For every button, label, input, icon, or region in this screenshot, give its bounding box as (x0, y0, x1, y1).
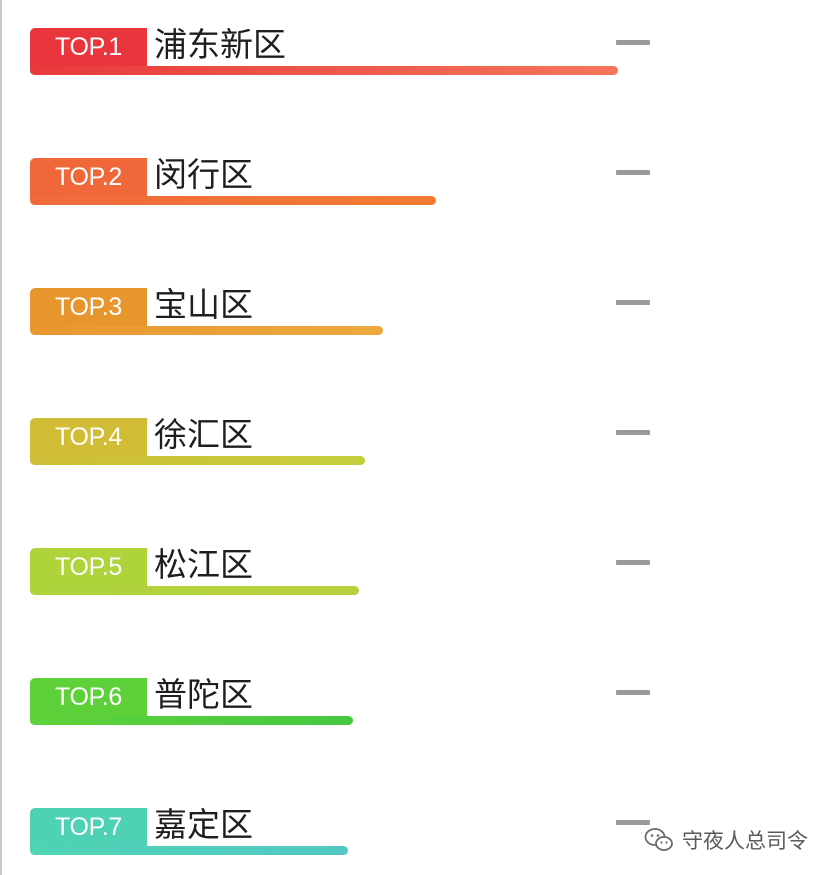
rank-bar (30, 716, 353, 725)
rank-bar (30, 66, 618, 75)
rank-bar (30, 326, 383, 335)
rank-row: TOP.2 闵行区 (30, 155, 670, 218)
rank-badge: TOP.3 (30, 288, 147, 326)
trend-flat-icon (616, 560, 650, 565)
trend-flat-icon (616, 40, 650, 45)
district-name: 宝山区 (154, 285, 253, 324)
trend-flat-icon (616, 690, 650, 695)
rank-badge: TOP.7 (30, 808, 147, 846)
watermark-text: 守夜人总司令 (682, 829, 808, 853)
district-name: 浦东新区 (154, 25, 286, 64)
trend-flat-icon (616, 820, 650, 825)
rank-row: TOP.1 浦东新区 (30, 25, 670, 88)
district-name: 闵行区 (154, 155, 253, 194)
district-name: 普陀区 (154, 675, 253, 714)
rank-row: TOP.5 松江区 (30, 545, 670, 608)
district-name: 徐汇区 (154, 415, 253, 454)
rank-bar (30, 456, 365, 465)
rank-badge: TOP.4 (30, 418, 147, 456)
rank-badge: TOP.6 (30, 678, 147, 716)
trend-flat-icon (616, 430, 650, 435)
left-border (0, 0, 2, 875)
wechat-icon (644, 828, 673, 851)
rank-badge: TOP.2 (30, 158, 147, 196)
rank-bar (30, 586, 359, 595)
rank-bar (30, 196, 436, 205)
watermark: 守夜人总司令 (644, 825, 808, 855)
rank-row: TOP.7 嘉定区 (30, 805, 670, 868)
district-name: 嘉定区 (154, 805, 253, 844)
rank-bar (30, 846, 348, 855)
trend-flat-icon (616, 300, 650, 305)
rank-row: TOP.4 徐汇区 (30, 415, 670, 478)
rank-row: TOP.6 普陀区 (30, 675, 670, 738)
district-name: 松江区 (154, 545, 253, 584)
rank-badge: TOP.5 (30, 548, 147, 586)
trend-flat-icon (616, 170, 650, 175)
rank-row: TOP.3 宝山区 (30, 285, 670, 348)
rank-badge: TOP.1 (30, 28, 147, 66)
